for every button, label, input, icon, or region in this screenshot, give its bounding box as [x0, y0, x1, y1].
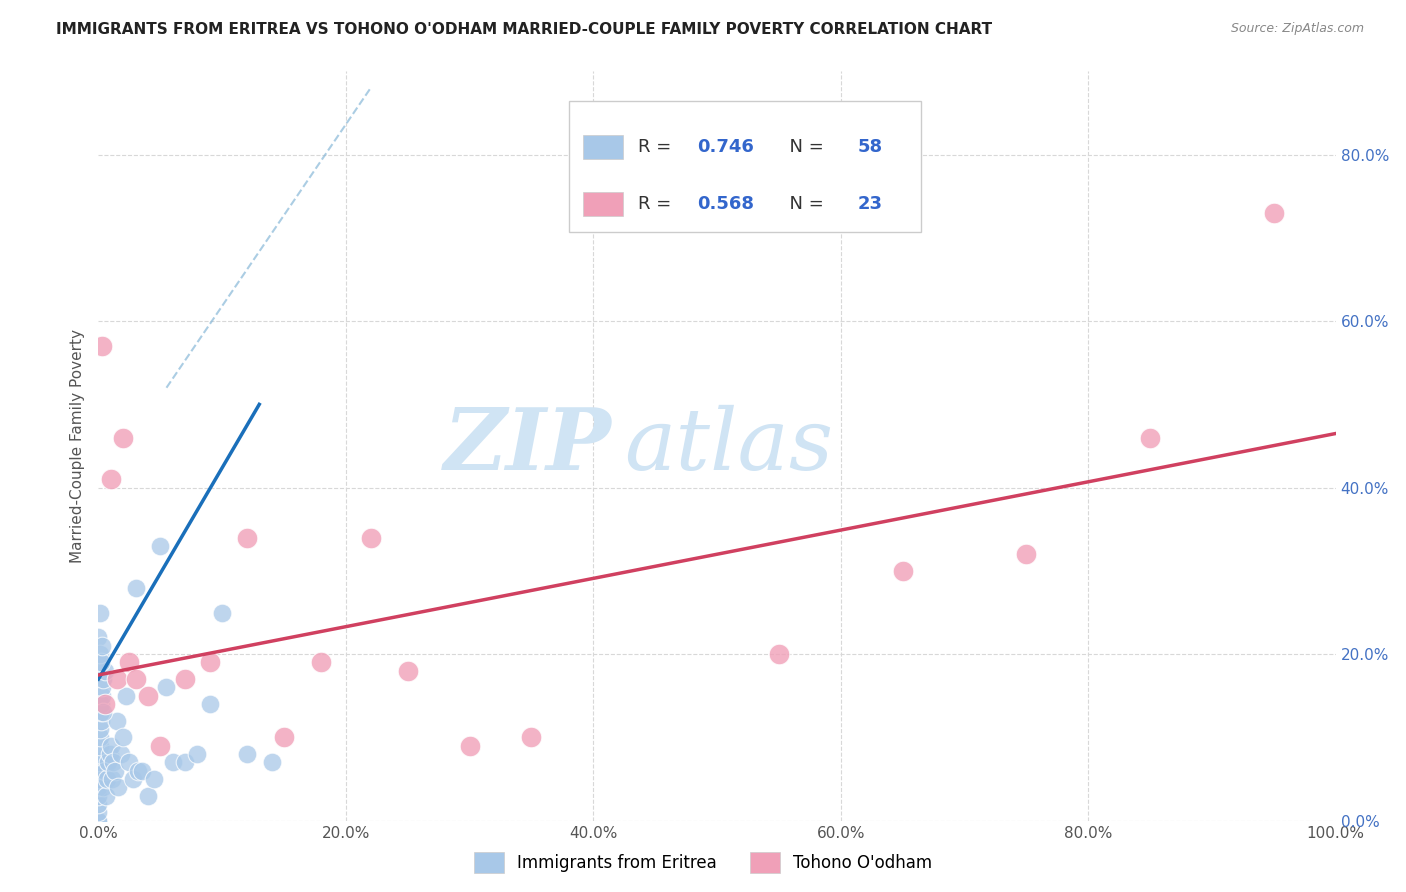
Point	[87, 780, 110, 795]
Point	[458, 739, 481, 753]
Point	[89, 739, 111, 753]
Bar	[583, 136, 623, 159]
Point	[112, 431, 135, 445]
Point	[118, 656, 141, 670]
Point	[360, 531, 382, 545]
Point	[162, 756, 184, 770]
Point	[103, 756, 125, 770]
Point	[91, 639, 114, 653]
Point	[98, 747, 121, 761]
Text: IMMIGRANTS FROM ERITREA VS TOHONO O'ODHAM MARRIED-COUPLE FAMILY POVERTY CORRELAT: IMMIGRANTS FROM ERITREA VS TOHONO O'ODHA…	[56, 22, 993, 37]
Point	[96, 772, 118, 786]
Point	[112, 731, 135, 745]
Point	[93, 672, 115, 686]
Text: 58: 58	[858, 138, 883, 156]
Point	[768, 647, 790, 661]
Text: R =: R =	[638, 194, 676, 212]
Point	[101, 772, 124, 786]
Point	[89, 722, 111, 736]
Point	[236, 531, 259, 545]
FancyBboxPatch shape	[568, 102, 921, 233]
Point	[93, 780, 115, 795]
Point	[149, 739, 172, 753]
Point	[87, 756, 110, 770]
Point	[131, 764, 153, 778]
Point	[114, 689, 136, 703]
Point	[87, 814, 110, 828]
Text: atlas: atlas	[624, 405, 834, 487]
Point	[93, 664, 115, 678]
Point	[273, 731, 295, 745]
Point	[91, 681, 114, 695]
Point	[90, 714, 112, 728]
Point	[87, 631, 110, 645]
Point	[87, 805, 110, 820]
Text: 0.568: 0.568	[697, 194, 754, 212]
Point	[198, 656, 221, 670]
Point	[87, 797, 110, 811]
Point	[91, 339, 114, 353]
Point	[891, 564, 914, 578]
Point	[89, 606, 111, 620]
Point	[118, 756, 141, 770]
Text: N =: N =	[778, 138, 830, 156]
Point	[186, 747, 208, 761]
Text: 0.746: 0.746	[697, 138, 754, 156]
Point	[87, 747, 110, 761]
Point	[90, 697, 112, 711]
Point	[91, 689, 114, 703]
Text: Source: ZipAtlas.com: Source: ZipAtlas.com	[1230, 22, 1364, 36]
Point	[103, 764, 125, 778]
Bar	[583, 192, 623, 216]
Point	[105, 672, 128, 686]
Text: R =: R =	[638, 138, 676, 156]
Point	[1015, 547, 1038, 561]
Point	[93, 706, 115, 720]
Point	[89, 731, 111, 745]
Point	[105, 714, 128, 728]
Point	[236, 747, 259, 761]
Point	[124, 672, 146, 686]
Point	[198, 697, 221, 711]
Text: ZIP: ZIP	[444, 404, 612, 488]
Point	[211, 606, 233, 620]
Point	[136, 789, 159, 803]
Legend: Immigrants from Eritrea, Tohono O'odham: Immigrants from Eritrea, Tohono O'odham	[467, 846, 939, 880]
Point	[149, 539, 172, 553]
Point	[122, 772, 145, 786]
Point	[136, 689, 159, 703]
Point	[94, 789, 117, 803]
Point	[87, 789, 110, 803]
Point	[97, 756, 120, 770]
Point	[260, 756, 283, 770]
Point	[90, 706, 112, 720]
Point	[127, 764, 149, 778]
Y-axis label: Married-Couple Family Poverty: Married-Couple Family Poverty	[69, 329, 84, 563]
Point	[100, 739, 122, 753]
Point	[143, 772, 166, 786]
Point	[93, 764, 115, 778]
Point	[174, 756, 197, 770]
Point	[93, 697, 115, 711]
Point	[89, 647, 111, 661]
Point	[90, 656, 112, 670]
Point	[396, 664, 419, 678]
Point	[309, 656, 332, 670]
Point	[107, 780, 129, 795]
Point	[87, 764, 110, 778]
Point	[174, 672, 197, 686]
Point	[1139, 431, 1161, 445]
Point	[520, 731, 543, 745]
Point	[110, 747, 132, 761]
Point	[100, 472, 122, 486]
Point	[1263, 206, 1285, 220]
Point	[155, 681, 177, 695]
Text: N =: N =	[778, 194, 830, 212]
Point	[87, 656, 110, 670]
Point	[87, 772, 110, 786]
Point	[87, 814, 110, 828]
Text: 23: 23	[858, 194, 883, 212]
Point	[124, 581, 146, 595]
